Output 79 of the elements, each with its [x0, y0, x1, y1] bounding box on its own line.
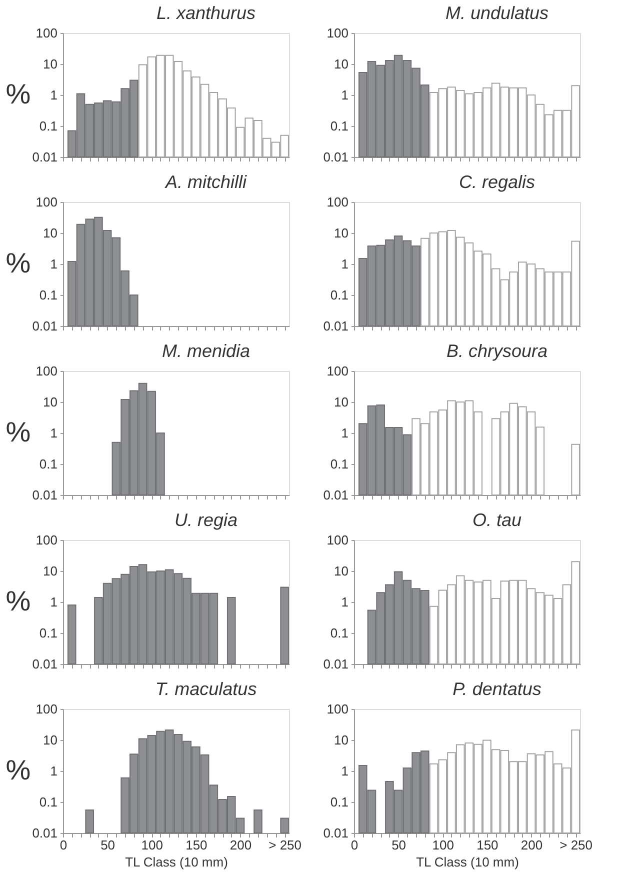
x-tick-label: > 250: [268, 838, 302, 852]
y-tick-label: 0.01: [323, 318, 348, 334]
y-axis-title: %: [6, 78, 31, 110]
x-tick-label: 0: [350, 838, 358, 852]
y-tick-label: 0.01: [323, 656, 348, 672]
y-tick-label: 0.1: [330, 456, 348, 472]
y-tick-label: 10: [334, 732, 348, 748]
y-tick-label: 0.01: [323, 826, 348, 840]
y-tick-label: 100: [326, 364, 348, 378]
y-tick-label: 0.01: [32, 488, 58, 502]
y-tick-label: 1: [50, 594, 58, 610]
y-tick-label: 10: [43, 732, 58, 748]
y-axis-title: %: [6, 248, 31, 278]
x-axis-title: TL Class (10 mm): [416, 854, 519, 870]
y-tick-label: 100: [36, 532, 58, 548]
y-tick-label: 1: [50, 426, 58, 440]
y-tick-label: 1: [341, 256, 348, 272]
y-tick-label: 1: [50, 256, 58, 272]
x-tick-label: 100: [432, 838, 454, 852]
x-tick-label: 150: [186, 838, 208, 852]
y-tick-label: 0.1: [330, 626, 348, 640]
y-axis-title: %: [6, 416, 31, 448]
y-tick-label: 10: [43, 394, 58, 410]
y-tick-label: 0.1: [330, 288, 348, 302]
y-tick-label: 0.1: [39, 794, 58, 810]
y-tick-label: 0.01: [32, 150, 58, 164]
y-tick-label: 0.01: [323, 488, 348, 502]
y-tick-label: 10: [43, 226, 58, 240]
x-tick-label: 100: [141, 838, 163, 852]
x-tick-label: 150: [476, 838, 498, 852]
y-axis-title: %: [6, 586, 31, 616]
y-tick-label: 100: [36, 702, 58, 716]
y-tick-label: 0.01: [32, 318, 58, 334]
y-tick-label: 100: [36, 194, 58, 210]
y-tick-label: 100: [326, 194, 348, 210]
y-tick-label: 10: [334, 564, 348, 578]
y-tick-label: 1: [50, 764, 58, 778]
y-tick-label: 1: [50, 88, 58, 102]
chart-title: O. tau: [472, 510, 522, 530]
y-tick-label: 0.1: [39, 456, 58, 472]
chart-title: P. dentatus: [452, 679, 542, 699]
y-tick-label: 0.1: [330, 794, 348, 810]
chart-title: B. chrysoura: [446, 341, 548, 361]
y-tick-label: 0.1: [39, 288, 58, 302]
y-axis-title: %: [6, 754, 31, 786]
y-tick-label: 100: [36, 364, 58, 378]
y-tick-label: 10: [334, 56, 348, 72]
chart-title: T. maculatus: [155, 679, 257, 699]
y-tick-label: 0.01: [32, 826, 58, 840]
x-tick-label: 200: [230, 838, 252, 852]
x-tick-label: > 250: [560, 838, 593, 852]
x-tick-label: 0: [60, 838, 68, 852]
y-tick-label: 0.1: [39, 626, 58, 640]
y-tick-label: 100: [36, 26, 58, 40]
chart-title: L. xanthurus: [156, 3, 256, 23]
chart-title: U. regia: [174, 510, 238, 530]
x-tick-label: 50: [100, 838, 116, 852]
y-tick-label: 10: [334, 226, 348, 240]
y-tick-label: 100: [326, 532, 348, 548]
y-tick-label: 10: [43, 56, 58, 72]
y-tick-label: 0.1: [39, 118, 58, 134]
x-axis-title: TL Class (10 mm): [125, 854, 228, 870]
y-tick-label: 1: [341, 764, 348, 778]
y-tick-label: 100: [326, 26, 348, 40]
y-tick-label: 1: [341, 426, 348, 440]
y-tick-label: 10: [334, 394, 348, 410]
y-tick-label: 0.01: [32, 656, 58, 672]
y-tick-label: 0.1: [330, 118, 348, 134]
y-tick-label: 10: [43, 564, 58, 578]
x-tick-label: 50: [392, 838, 406, 852]
chart-title: M. undulatus: [445, 3, 549, 23]
chart-title: A. mitchilli: [164, 172, 248, 192]
chart-title: C. regalis: [458, 172, 536, 192]
y-tick-label: 0.01: [323, 150, 348, 164]
y-tick-label: 1: [341, 88, 348, 102]
x-tick-label: 200: [520, 838, 543, 852]
chart-title: M. menidia: [162, 341, 250, 361]
y-tick-label: 1: [341, 594, 348, 610]
y-tick-label: 100: [326, 702, 348, 716]
